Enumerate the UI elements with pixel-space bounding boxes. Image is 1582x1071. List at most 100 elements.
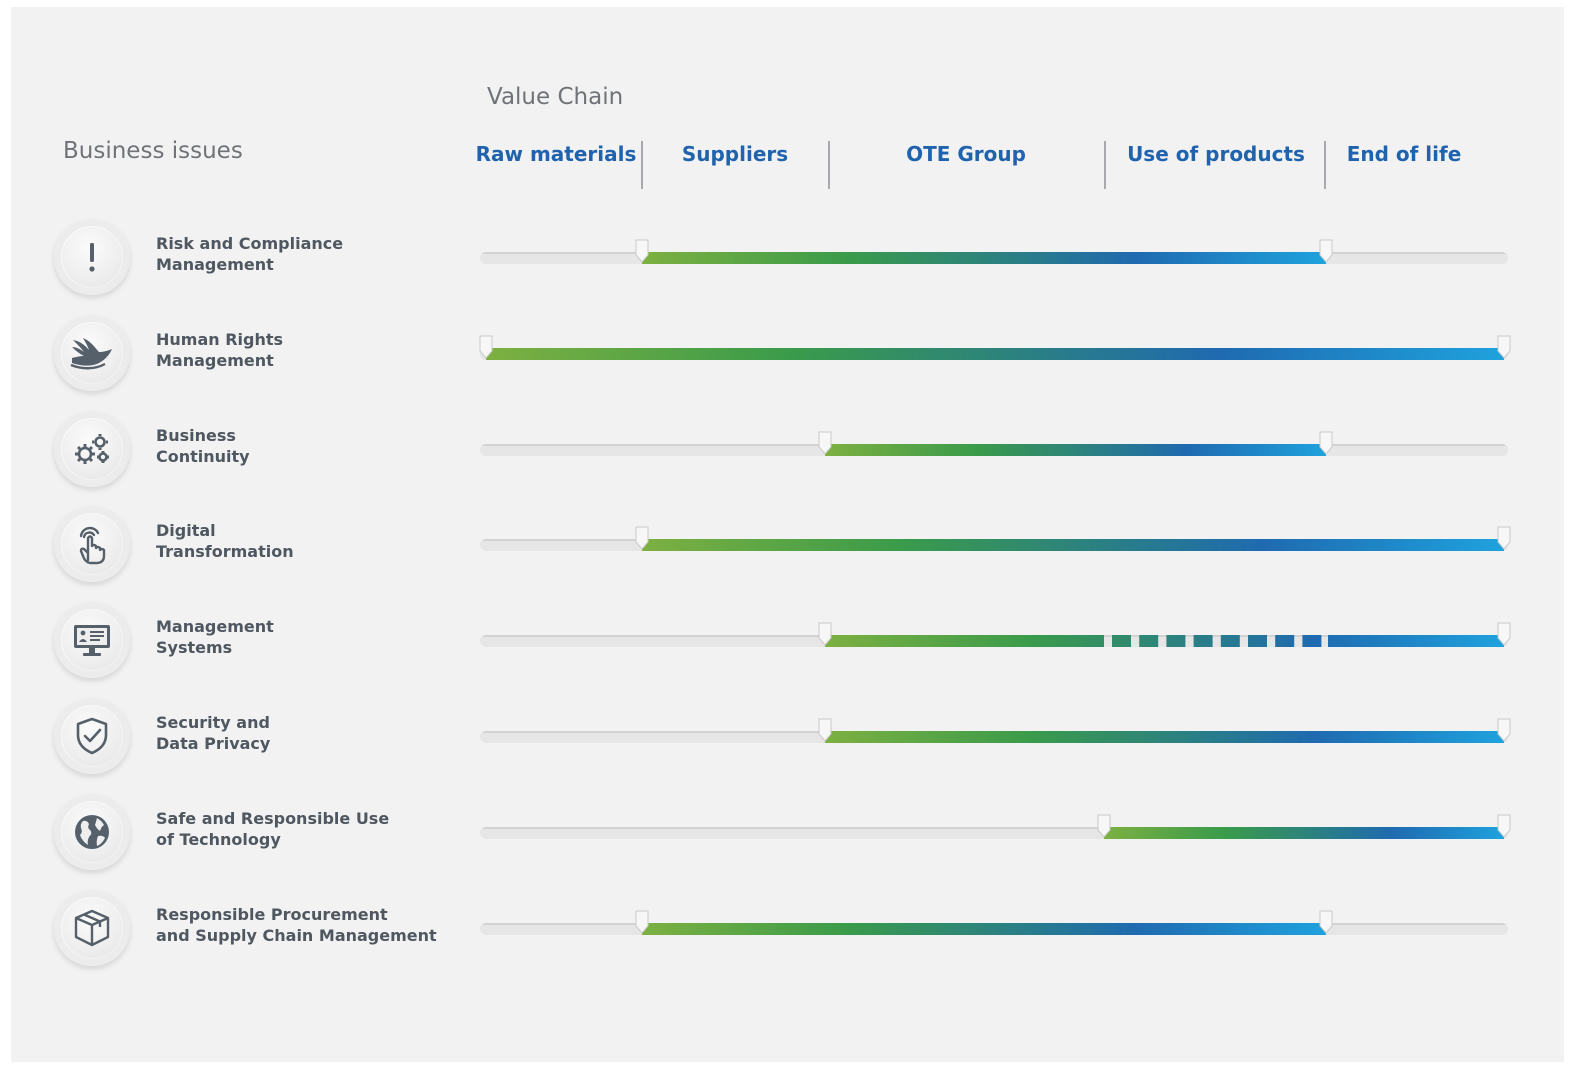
range-bar xyxy=(479,335,1511,360)
range-start-handle xyxy=(635,526,649,551)
range-bar-fill xyxy=(642,252,1326,264)
issue-label-line1: Human Rights xyxy=(156,329,284,349)
range-bar-fill xyxy=(825,731,1504,743)
range-start-handle xyxy=(818,718,832,742)
range-bar-fill xyxy=(642,922,1326,935)
issue-label: Human Rights Management xyxy=(156,329,283,371)
issue-icon-badge xyxy=(54,506,130,583)
globe-icon xyxy=(62,801,122,862)
issue-icon-badge xyxy=(54,698,130,774)
monitor-icon xyxy=(62,610,122,671)
package-icon xyxy=(62,897,122,958)
range-bar-fill xyxy=(486,347,1504,360)
range-bar-dash xyxy=(1193,635,1213,648)
range-bar-dash xyxy=(1112,635,1131,648)
stage-label-suppliers: Suppliers xyxy=(681,142,789,166)
range-start-handle xyxy=(818,431,832,455)
range-bar-fill xyxy=(642,539,1504,552)
exclamation-icon xyxy=(62,227,122,287)
issue-label-line1: Management xyxy=(156,617,274,637)
range-end-handle xyxy=(1497,526,1511,551)
issue-label: Safe and Responsible Use of Technology xyxy=(156,808,389,850)
issue-label-line1: Risk and Compliance xyxy=(156,234,344,253)
touch-hand-icon xyxy=(62,514,122,575)
issue-row-risk-and-compliance-management: Risk and Compliance Management xyxy=(0,219,1582,353)
value-chain-panel xyxy=(11,7,1564,1062)
range-bar-fill xyxy=(1104,826,1504,839)
range-end-handle xyxy=(1497,814,1511,838)
range-bar-dash xyxy=(1220,635,1240,648)
range-end-handle xyxy=(1319,431,1333,455)
issue-label-line2: Management xyxy=(156,350,274,370)
issue-row-security-and-data-privacy: Security and Data Privacy xyxy=(0,698,1582,832)
business-issues-heading: Business issues xyxy=(63,138,243,164)
range-start-handle xyxy=(1097,814,1111,838)
stage-divider xyxy=(641,141,643,189)
issue-icon-badge xyxy=(54,314,130,391)
range-end-handle xyxy=(1319,910,1333,934)
range-bar xyxy=(635,239,1333,264)
issue-row-responsible-procurement-and-supply-chain-management: Responsible Procurement and Supply Chain … xyxy=(0,889,1582,1024)
issue-label-line2: Management xyxy=(156,255,274,274)
range-bar xyxy=(818,718,1511,743)
range-bar-solid-segment xyxy=(1328,635,1504,648)
range-bar-dash xyxy=(1248,635,1267,648)
range-end-handle xyxy=(1497,335,1511,359)
hand-bird-icon xyxy=(62,322,122,383)
range-bar xyxy=(1097,814,1511,839)
issue-label-line1: Responsible Procurement xyxy=(156,904,388,924)
range-end-handle xyxy=(1497,718,1511,742)
issue-row-human-rights-management: Human Rights Management xyxy=(0,314,1582,449)
issue-label-line1: Security and xyxy=(156,713,270,732)
issue-icon-badge xyxy=(54,219,130,295)
range-bar xyxy=(818,622,1511,648)
stage-label-raw-materials: Raw materials xyxy=(475,142,637,166)
issue-row-safe-and-responsible-use-of-technology: Safe and Responsible Use of Technology xyxy=(0,793,1582,928)
range-bar xyxy=(635,910,1333,935)
issue-row-business-continuity: Business Continuity xyxy=(0,410,1582,545)
issue-label: Risk and Compliance Management xyxy=(156,233,343,275)
issue-label: Responsible Procurement and Supply Chain … xyxy=(156,904,437,946)
stage-label-ote-group: OTE Group xyxy=(906,142,1026,166)
issue-icon-badge xyxy=(54,793,130,870)
issue-label-line2: Transformation xyxy=(156,542,294,562)
issue-label-line2: and Supply Chain Management xyxy=(156,925,437,945)
issue-row-digital-transformation: Digital Transformation xyxy=(0,506,1582,640)
range-bar-dash xyxy=(1275,635,1295,648)
issue-label: Business Continuity xyxy=(156,425,250,467)
issue-label-line2: of Technology xyxy=(156,829,281,849)
range-bar-fill xyxy=(825,443,1326,456)
issue-icon-badge xyxy=(54,889,130,966)
issue-icon-badge xyxy=(54,410,130,487)
range-bar-dash xyxy=(1166,635,1186,648)
issue-label-line2: Continuity xyxy=(156,446,250,466)
issue-row-management-systems: Management Systems xyxy=(0,602,1582,736)
issue-label-line1: Safe and Responsible Use xyxy=(156,808,390,828)
range-start-handle xyxy=(818,622,832,646)
issue-label: Security and Data Privacy xyxy=(156,712,270,754)
stage-label-end-of-life: End of life xyxy=(1346,142,1462,166)
range-start-handle xyxy=(635,239,649,263)
stage-divider xyxy=(1104,141,1106,189)
issue-label: Management Systems xyxy=(156,616,274,658)
issue-icon-badge xyxy=(54,602,130,679)
range-end-handle xyxy=(1319,239,1333,263)
stage-divider xyxy=(828,141,830,189)
stage-label-use-of-products: Use of products xyxy=(1127,142,1305,166)
range-bar xyxy=(818,431,1333,456)
issue-label: Digital Transformation xyxy=(156,520,294,562)
range-bar-dash xyxy=(1139,635,1159,648)
issue-label-line2: Data Privacy xyxy=(156,734,271,753)
range-bar-solid-segment xyxy=(825,635,1104,648)
issue-label-line2: Systems xyxy=(156,638,233,658)
issue-label-line1: Digital xyxy=(156,521,216,541)
range-bar-dash xyxy=(1302,635,1322,648)
range-bar xyxy=(635,526,1511,552)
gears-icon xyxy=(62,418,122,479)
value-chain-heading: Value Chain xyxy=(487,84,624,110)
issue-label-line1: Business xyxy=(156,425,236,445)
range-start-handle xyxy=(479,335,493,359)
range-start-handle xyxy=(635,910,649,934)
stage-divider xyxy=(1324,141,1326,189)
shield-check-icon xyxy=(62,706,122,766)
